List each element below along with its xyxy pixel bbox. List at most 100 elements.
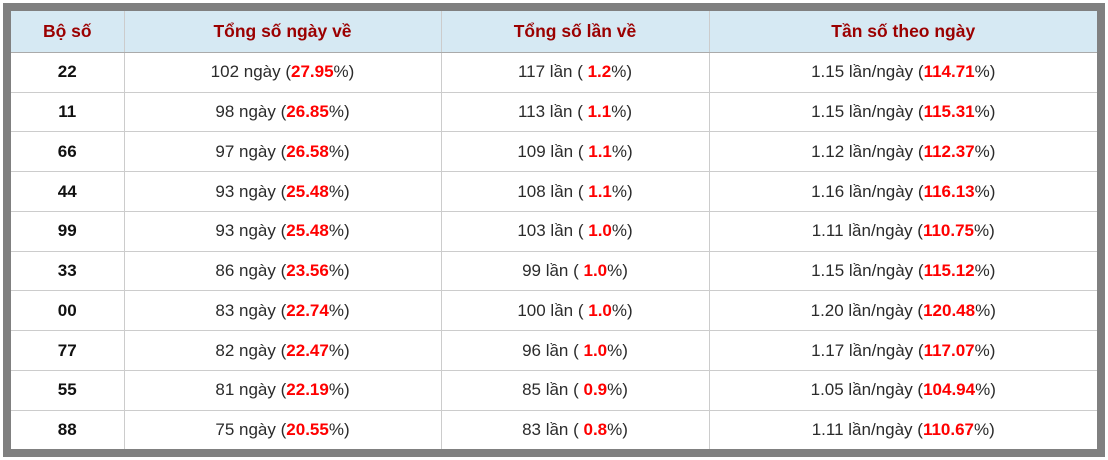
- days-cell: 86 ngày (23.56%): [124, 251, 442, 292]
- header-total-times: Tổng số lần về: [441, 11, 710, 53]
- days-text: 98 ngày (: [215, 102, 287, 122]
- times-percent: 1.0: [583, 261, 608, 281]
- days-cell: 97 ngày (26.58%): [124, 131, 442, 173]
- freq-cell: 1.20 lần/ngày (120.48%): [709, 290, 1097, 332]
- days-suffix: %): [328, 102, 350, 122]
- freq-text: 1.15 lần/ngày (: [811, 102, 924, 122]
- freq-text: 1.11 lần/ngày (: [811, 419, 923, 439]
- freq-text: 1.20 lần/ngày (: [810, 300, 924, 320]
- freq-cell: 1.12 lần/ngày (112.37%): [709, 131, 1097, 173]
- pair-cell: 99: [11, 211, 125, 252]
- table-row: 77 82 ngày (22.47%) 96 lần ( 1.0%) 1.17 …: [11, 330, 1097, 371]
- times-percent: 1.0: [588, 221, 612, 241]
- times-percent: 0.8: [583, 419, 608, 439]
- days-text: 81 ngày (: [215, 380, 287, 400]
- times-suffix: %): [607, 419, 628, 439]
- freq-suffix: %): [974, 102, 996, 122]
- freq-cell: 1.16 lần/ngày (116.13%): [709, 171, 1097, 212]
- times-cell: 99 lần ( 1.0%): [441, 251, 710, 292]
- times-suffix: %): [611, 221, 633, 241]
- days-suffix: %): [328, 340, 350, 360]
- freq-text: 1.17 lần/ngày (: [811, 340, 924, 360]
- freq-suffix: %): [975, 300, 996, 320]
- pair-cell: 88: [11, 410, 125, 449]
- table-row: 44 93 ngày (25.48%) 108 lần ( 1.1%) 1.16…: [11, 171, 1097, 212]
- days-text: 93 ngày (: [215, 181, 287, 201]
- times-text: 109 lần (: [517, 141, 589, 161]
- freq-suffix: %): [974, 419, 995, 439]
- times-text: 103 lần (: [517, 221, 589, 241]
- days-suffix: %): [328, 419, 350, 439]
- table-header: Bộ số Tổng số ngày về Tổng số lần về Tần…: [11, 11, 1097, 53]
- times-percent: 1.1: [587, 102, 612, 122]
- times-text: 99 lần (: [522, 261, 584, 281]
- freq-percent: 116.13: [923, 181, 975, 201]
- days-percent: 25.48: [286, 221, 329, 241]
- freq-percent: 112.37: [923, 141, 975, 161]
- times-percent: 0.9: [583, 380, 608, 400]
- header-pair: Bộ số: [11, 11, 125, 53]
- times-suffix: %): [611, 62, 633, 82]
- header-total-days: Tổng số ngày về: [124, 11, 442, 53]
- pair-cell: 77: [11, 330, 125, 371]
- days-percent: 26.58: [286, 141, 329, 161]
- days-cell: 98 ngày (26.85%): [124, 92, 442, 133]
- freq-percent: 114.71: [923, 62, 975, 82]
- freq-suffix: %): [974, 181, 996, 201]
- freq-cell: 1.05 lần/ngày (104.94%): [709, 370, 1097, 411]
- times-cell: 108 lần ( 1.1%): [441, 171, 710, 212]
- days-text: 102 ngày (: [210, 62, 291, 82]
- times-text: 100 lần (: [517, 300, 589, 320]
- freq-percent: 115.31: [923, 102, 975, 122]
- freq-text: 1.05 lần/ngày (: [810, 380, 924, 400]
- freq-suffix: %): [974, 62, 996, 82]
- freq-percent: 117.07: [923, 340, 975, 360]
- times-suffix: %): [607, 380, 628, 400]
- freq-percent: 110.75: [922, 221, 974, 241]
- freq-percent: 110.67: [922, 419, 974, 439]
- days-suffix: %): [328, 181, 350, 201]
- days-text: 75 ngày (: [215, 419, 287, 439]
- days-percent: 22.19: [286, 380, 329, 400]
- days-text: 97 ngày (: [215, 141, 287, 161]
- times-percent: 1.1: [588, 141, 612, 161]
- times-text: 113 lần (: [517, 102, 588, 122]
- freq-percent: 120.48: [923, 300, 976, 320]
- days-percent: 22.47: [286, 340, 329, 360]
- times-text: 85 lần (: [522, 380, 584, 400]
- table-row: 00 83 ngày (22.74%) 100 lần ( 1.0%) 1.20…: [11, 290, 1097, 332]
- pair-cell: 00: [11, 290, 125, 332]
- header-daily-frequency: Tần số theo ngày: [709, 11, 1097, 53]
- freq-suffix: %): [974, 141, 996, 161]
- times-text: 83 lần (: [522, 419, 584, 439]
- days-percent: 23.56: [286, 261, 329, 281]
- times-cell: 109 lần ( 1.1%): [441, 131, 710, 173]
- pair-cell: 55: [11, 370, 125, 411]
- times-text: 96 lần (: [522, 340, 584, 360]
- times-percent: 1.0: [583, 340, 608, 360]
- days-cell: 75 ngày (20.55%): [124, 410, 442, 449]
- times-percent: 1.1: [588, 181, 612, 201]
- days-percent: 26.85: [286, 102, 329, 122]
- freq-cell: 1.15 lần/ngày (115.31%): [709, 92, 1097, 133]
- days-suffix: %): [328, 221, 350, 241]
- days-cell: 93 ngày (25.48%): [124, 171, 442, 212]
- times-text: 108 lần (: [517, 181, 589, 201]
- times-suffix: %): [611, 141, 633, 161]
- days-suffix: %): [328, 300, 350, 320]
- freq-cell: 1.11 lần/ngày (110.67%): [709, 410, 1097, 449]
- days-cell: 93 ngày (25.48%): [124, 211, 442, 252]
- days-percent: 27.95: [291, 62, 334, 82]
- freq-suffix: %): [974, 340, 996, 360]
- days-cell: 83 ngày (22.74%): [124, 290, 442, 332]
- times-cell: 85 lần ( 0.9%): [441, 370, 710, 411]
- lottery-stats-table: Bộ số Tổng số ngày về Tổng số lần về Tần…: [11, 11, 1097, 449]
- days-text: 93 ngày (: [215, 221, 287, 241]
- freq-suffix: %): [974, 221, 995, 241]
- days-suffix: %): [328, 261, 350, 281]
- freq-percent: 104.94: [923, 380, 976, 400]
- days-percent: 20.55: [286, 419, 329, 439]
- times-cell: 96 lần ( 1.0%): [441, 330, 710, 371]
- pair-cell: 33: [11, 251, 125, 292]
- days-suffix: %): [333, 62, 355, 82]
